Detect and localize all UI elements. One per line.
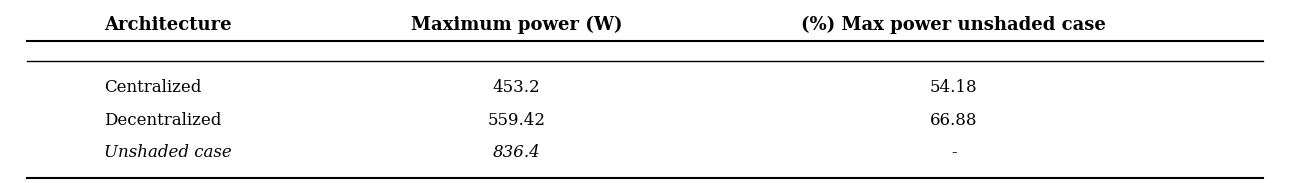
Text: 836.4: 836.4 bbox=[493, 144, 541, 161]
Text: Unshaded case: Unshaded case bbox=[104, 144, 232, 161]
Text: -: - bbox=[951, 144, 957, 161]
Text: 453.2: 453.2 bbox=[493, 79, 541, 96]
Text: (%) Max power unshaded case: (%) Max power unshaded case bbox=[801, 16, 1107, 34]
Text: Decentralized: Decentralized bbox=[104, 112, 222, 129]
Text: 54.18: 54.18 bbox=[930, 79, 978, 96]
Text: Architecture: Architecture bbox=[104, 16, 232, 34]
Text: 559.42: 559.42 bbox=[488, 112, 546, 129]
Text: Centralized: Centralized bbox=[104, 79, 201, 96]
Text: 66.88: 66.88 bbox=[930, 112, 978, 129]
Text: Maximum power (W): Maximum power (W) bbox=[410, 16, 622, 34]
